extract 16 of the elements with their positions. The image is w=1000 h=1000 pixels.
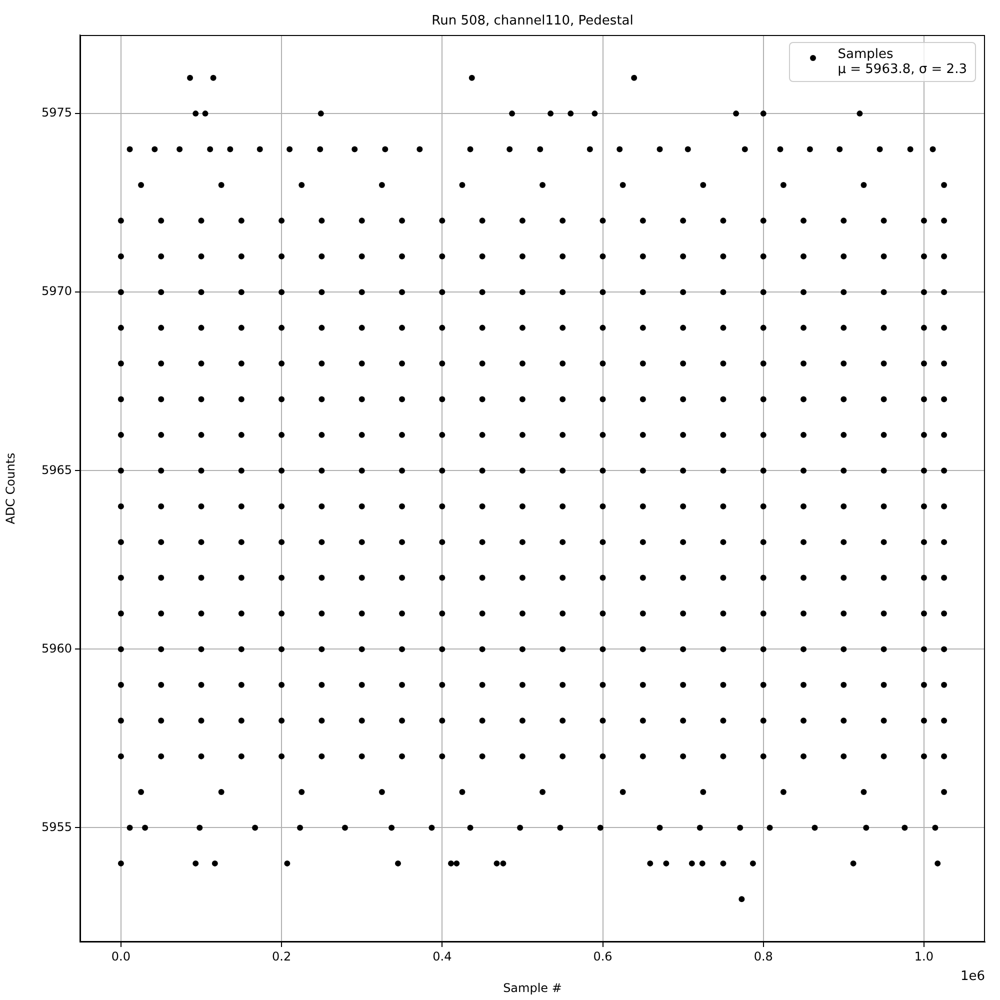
text: 1e6 [960, 968, 985, 984]
x-tick-label: 0.2 [272, 949, 292, 964]
x-tick-label: 1.0 [914, 949, 934, 964]
x-tick-label: 0.6 [593, 949, 612, 964]
x-axis-title: Sample # [503, 980, 562, 995]
chart-title: Run 508, channel110, Pedestal [432, 13, 634, 28]
x-tick-label: 0.4 [432, 949, 452, 964]
y-tick-label: 5965 [41, 462, 72, 477]
y-axis-title: ADC Counts [3, 452, 18, 524]
x-tick-label: 0.8 [754, 949, 773, 964]
x-tick-label: 0.0 [111, 949, 130, 964]
legend-label: Samples μ = 5963.8, σ = 2.3 [838, 47, 967, 77]
y-tick-label: 5955 [41, 820, 72, 834]
y-tick-label: 5960 [41, 641, 72, 656]
y-tick-label: 5970 [41, 284, 72, 298]
y-tick-label: 5975 [41, 106, 72, 120]
